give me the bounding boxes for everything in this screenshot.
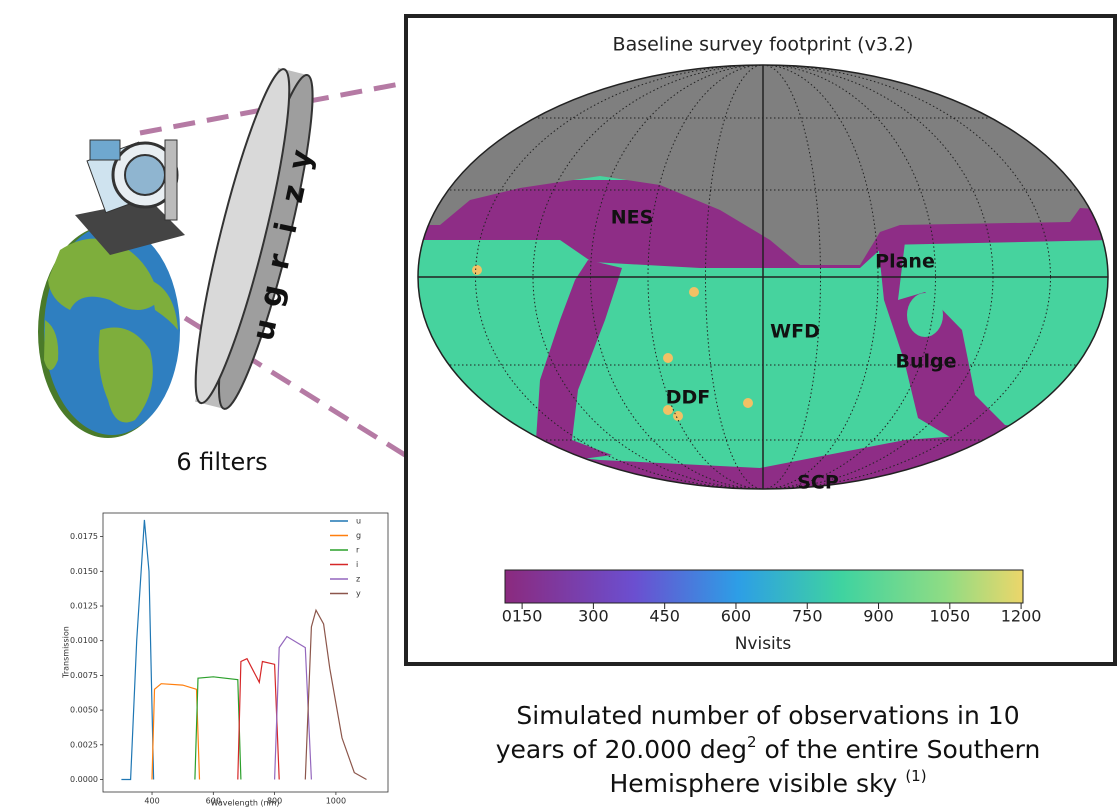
region-label: WFD <box>770 321 820 343</box>
caption-line: Hemisphere visible sky (1) <box>609 767 926 799</box>
legend-label: i <box>356 560 358 569</box>
colorbar-label: Nvisits <box>735 634 792 654</box>
transmission-panel <box>60 500 390 800</box>
map-title: Baseline survey footprint (v3.2) <box>613 34 914 56</box>
y-tick-label: 0.0125 <box>70 602 98 611</box>
y-axis-label: Transmission <box>62 626 71 679</box>
caption-line: years of 20.000 deg2 of the entire South… <box>496 733 1041 765</box>
y-tick-label: 0.0150 <box>70 567 98 576</box>
colorbar-tick-label: 1200 <box>1001 607 1042 626</box>
y-tick-label: 0.0050 <box>70 706 98 715</box>
colorbar-tick-label: 600 <box>721 607 752 626</box>
y-tick-label: 0.0075 <box>70 671 98 680</box>
x-axis-label: Wavelength (nm) <box>210 799 279 808</box>
superscript: 2 <box>747 733 757 751</box>
x-tick-label: 1000 <box>326 797 346 806</box>
caption-text: of the entire Southern <box>757 735 1041 764</box>
colorbar-tick-label: 300 <box>578 607 609 626</box>
colorbar-tick-label: 0150 <box>502 607 543 626</box>
colorbar-tick-label: 750 <box>792 607 823 626</box>
y-tick-label: 0.0175 <box>70 532 98 541</box>
colorbar-tick-label: 900 <box>863 607 894 626</box>
caption-text: Hemisphere visible sky <box>609 769 905 798</box>
legend-label: g <box>356 531 361 540</box>
colorbar-tick-label: 450 <box>649 607 680 626</box>
region-label: Plane <box>875 251 935 273</box>
y-tick-label: 0.0025 <box>70 740 98 749</box>
legend-label: z <box>356 575 360 584</box>
filters-caption: 6 filters <box>176 448 267 476</box>
page: ugrizy 6 filters Baseline survey footpri… <box>0 0 1117 809</box>
region-label: SCP <box>797 472 839 494</box>
colorbar-tick-label: 1050 <box>929 607 970 626</box>
colorbar <box>505 570 1023 603</box>
earth <box>38 225 180 438</box>
y-tick-label: 0.0100 <box>70 636 98 645</box>
x-tick-label: 400 <box>144 797 159 806</box>
y-tick-label: 0.0000 <box>70 775 98 784</box>
caption-text: years of 20.000 deg <box>496 735 747 764</box>
region-label: DDF <box>666 387 711 409</box>
superscript: (1) <box>905 767 926 785</box>
legend-label: u <box>356 517 361 526</box>
legend-label: y <box>356 589 361 598</box>
caption-line: Simulated number of observations in 10 <box>516 701 1019 730</box>
region-label: Bulge <box>895 351 956 373</box>
region-label: NES <box>611 207 654 229</box>
